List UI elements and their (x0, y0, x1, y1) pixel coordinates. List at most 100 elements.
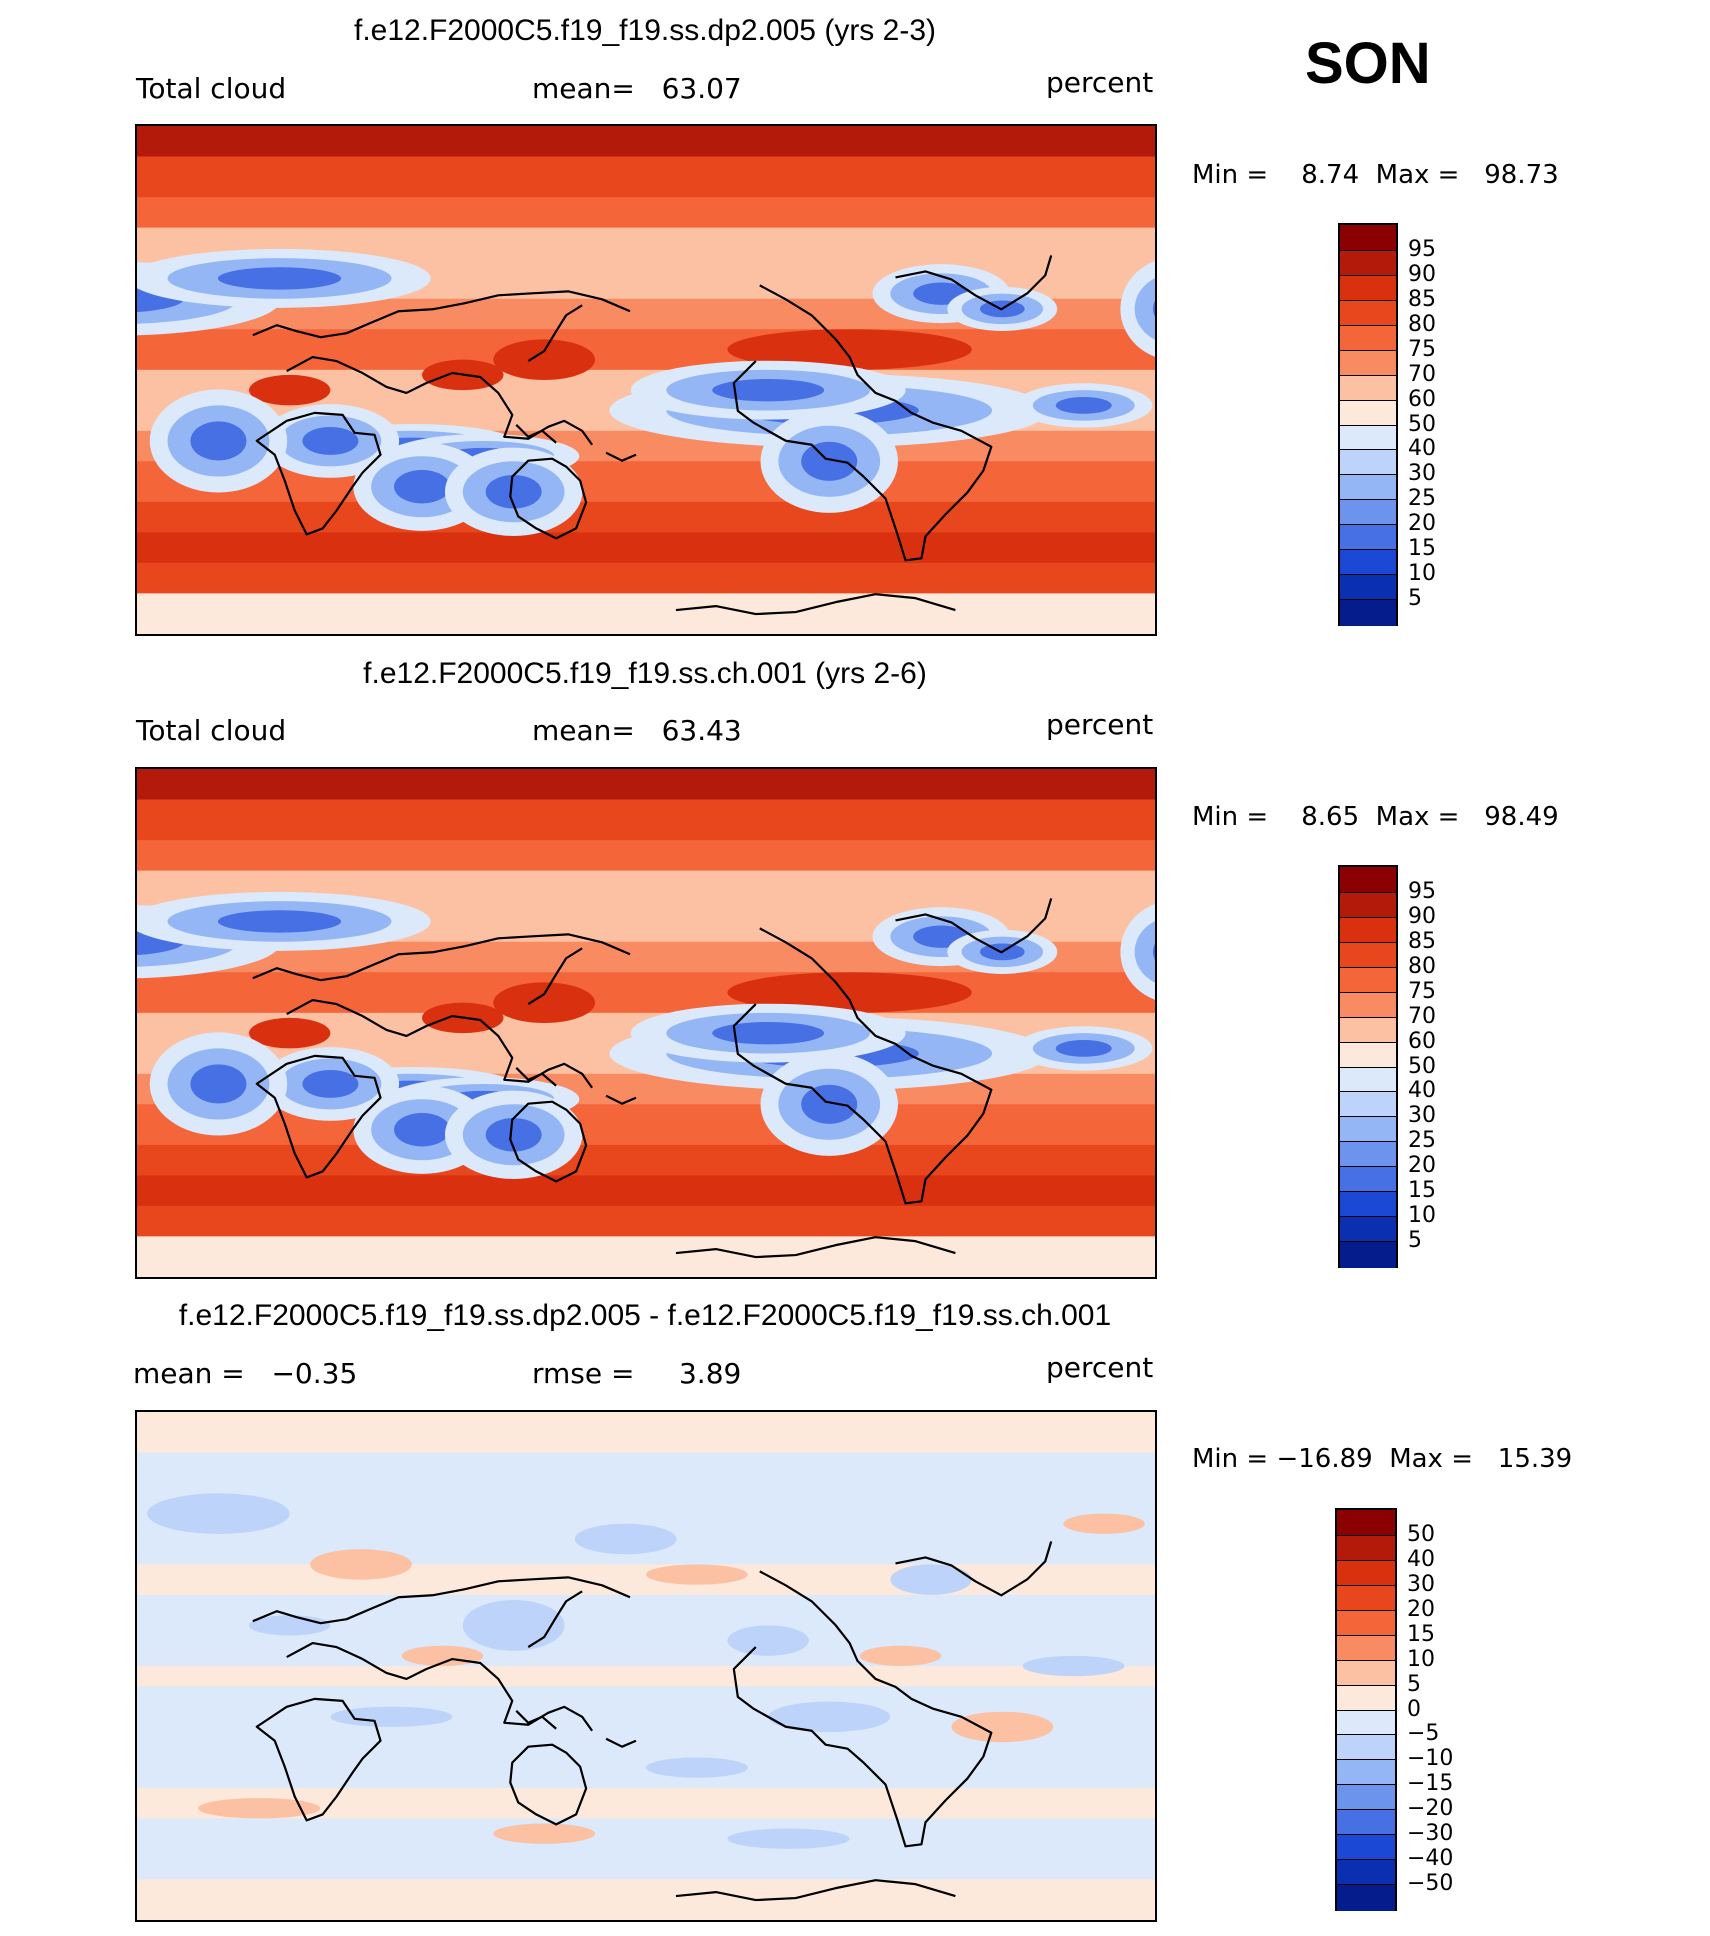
colorbar-swatch (1340, 1191, 1396, 1218)
panel1-cloud-field (137, 126, 1155, 634)
cloud-band (137, 562, 1155, 595)
colorbar-swatch (1337, 1510, 1395, 1536)
colorbar-swatch (1340, 274, 1396, 302)
cloud-band (137, 156, 1155, 199)
colorbar-tick-label: 70 (1408, 361, 1436, 387)
colorbar-tick-label: 90 (1408, 903, 1436, 929)
cloud-band (137, 1175, 1155, 1207)
colorbar-tick-label: 80 (1408, 953, 1436, 979)
colorbar-swatch (1337, 1659, 1395, 1687)
colorbar-tick-label: 10 (1408, 1203, 1436, 1229)
colorbar-tick-label: 75 (1408, 978, 1436, 1004)
diff-band (137, 1564, 1155, 1595)
coastlines (252, 898, 1053, 1259)
coastline (252, 1576, 631, 1625)
cloud-band (137, 1236, 1155, 1277)
colorbar-swatch (1340, 524, 1396, 551)
negative-diff-region (768, 1701, 891, 1733)
negative-diff-region (574, 1523, 677, 1555)
panel2-units: percent (1046, 708, 1154, 741)
colorbar-swatch (1340, 249, 1396, 277)
colorbar-tick-label: −15 (1407, 1771, 1454, 1797)
coastline (605, 1094, 637, 1105)
colorbar-swatch (1340, 349, 1396, 377)
colorbar-swatch (1337, 1559, 1395, 1587)
cloud-band (137, 593, 1155, 634)
cloud-band (137, 1205, 1155, 1238)
colorbar-swatch (1337, 1534, 1395, 1562)
colorbar-tick-label: 0 (1407, 1696, 1421, 1722)
negative-diff-region (727, 1625, 809, 1656)
cloud-band (137, 972, 1155, 1014)
colorbar-swatch (1337, 1784, 1395, 1811)
colorbar-tick-label: 5 (1408, 1228, 1422, 1254)
negative-diff-region (727, 1828, 850, 1849)
panel3-diff-field (137, 1412, 1155, 1920)
colorbar-tick-label: 5 (1408, 586, 1422, 612)
panel2-colorbar (1338, 865, 1398, 1268)
colorbar-tick-label: 50 (1408, 1053, 1436, 1079)
colorbar-swatch (1340, 1016, 1396, 1044)
colorbar-swatch (1337, 1709, 1395, 1736)
season-label: SON (1305, 31, 1431, 96)
colorbar-swatch (1337, 1759, 1395, 1786)
cloud-band (137, 532, 1155, 564)
low-cloud-core (1152, 943, 1155, 961)
panel3-mean: mean = −0.35 (133, 1357, 358, 1390)
low-cloud-core (1055, 1040, 1112, 1057)
colorbar-tick-label: 85 (1408, 286, 1436, 312)
colorbar-tick-label: −5 (1407, 1721, 1440, 1747)
panel3-colorbar (1335, 1508, 1397, 1911)
colorbar-swatch (1340, 399, 1396, 426)
colorbar-tick-label: 20 (1407, 1596, 1435, 1622)
negative-diff-region (330, 1706, 453, 1727)
negative-diff-region (1022, 1655, 1125, 1677)
coastline (286, 1641, 593, 1732)
colorbar-swatch (1340, 1116, 1396, 1143)
panel1-colorbar (1338, 223, 1398, 626)
coastline (732, 1570, 993, 1848)
colorbar-tick-label: 5 (1407, 1671, 1421, 1697)
colorbar-tick-label: 25 (1408, 1128, 1436, 1154)
low-cloud-region (1134, 278, 1155, 340)
negative-diff-region (147, 1493, 290, 1534)
colorbar-tick-label: 90 (1408, 261, 1436, 287)
colorbar-swatch (1340, 1141, 1396, 1168)
colorbar-tick-label: 10 (1408, 561, 1436, 587)
coastline (675, 593, 956, 616)
colorbar-tick-label: 40 (1407, 1546, 1435, 1572)
low-cloud-core (217, 910, 342, 933)
cloud-band (137, 501, 1155, 534)
colorbar-tick-label: 15 (1408, 1178, 1436, 1204)
colorbar-tick-label: 20 (1408, 1153, 1436, 1179)
low-cloud-core (190, 1064, 247, 1104)
low-cloud-core (394, 469, 451, 504)
coastline (515, 1067, 557, 1087)
colorbar-swatch (1340, 474, 1396, 501)
panel1-variable: Total cloud (136, 72, 287, 105)
coastline (286, 998, 593, 1089)
positive-diff-region (951, 1711, 1054, 1743)
panel3-title: f.e12.F2000C5.f19_f19.ss.dp2.005 - f.e12… (178, 1299, 1112, 1332)
low-cloud-core (485, 1117, 542, 1152)
colorbar-tick-label: −30 (1407, 1821, 1454, 1847)
panel1-units: percent (1046, 66, 1154, 99)
colorbar-swatch (1340, 374, 1396, 402)
coastline (252, 290, 631, 339)
panel3-units: percent (1046, 1351, 1154, 1384)
colorbar-tick-label: 15 (1408, 536, 1436, 562)
colorbar-tick-label: 95 (1408, 236, 1436, 262)
colorbar-swatch (1337, 1859, 1395, 1886)
panel2-minmax: Min = 8.65 Max = 98.49 (1192, 802, 1559, 832)
colorbar-tick-label: −10 (1407, 1746, 1454, 1772)
colorbar-tick-label: 80 (1408, 311, 1436, 337)
high-cloud-region (493, 339, 596, 380)
high-cloud-region (248, 1017, 331, 1049)
high-cloud-region (248, 374, 331, 406)
positive-diff-region (859, 1645, 942, 1666)
colorbar-tick-label: 50 (1408, 411, 1436, 437)
colorbar-swatch (1340, 941, 1396, 969)
low-cloud-core (485, 474, 542, 509)
colorbar-swatch (1340, 225, 1396, 251)
colorbar-tick-label: 30 (1407, 1571, 1435, 1597)
